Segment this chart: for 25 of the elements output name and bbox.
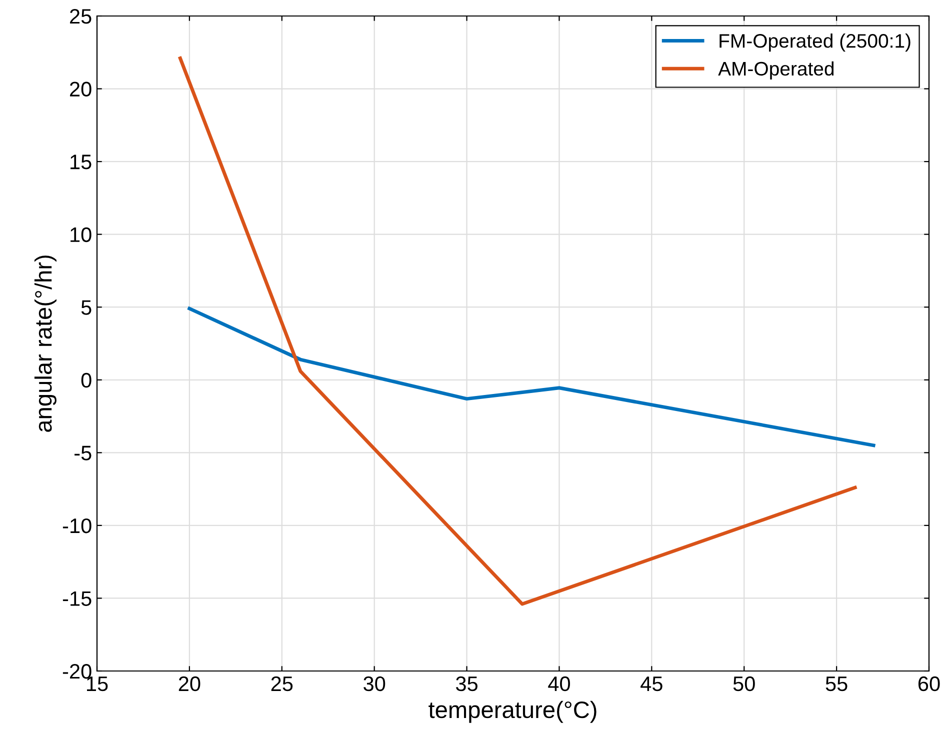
x-tick-label: 25 [271, 676, 293, 692]
x-tick-label: 50 [733, 676, 755, 692]
x-tick-label: 40 [548, 676, 570, 692]
y-tick-label: -10 [62, 518, 92, 534]
y-tick-label: 15 [70, 154, 92, 170]
y-tick-label: -5 [74, 446, 92, 460]
line-series [178, 56, 857, 606]
y-tick-label: 0 [81, 372, 92, 388]
x-tick-label: 55 [826, 676, 848, 692]
y-tick-label: 10 [70, 227, 92, 242]
x-tick-label: 45 [640, 676, 662, 692]
line-series [188, 306, 876, 448]
x-axis-title: temperature(°C) [428, 700, 596, 723]
x-tick-label: 20 [178, 676, 200, 692]
x-tick-label: 60 [918, 676, 940, 692]
x-tick-label: 30 [364, 676, 386, 692]
y-axis-title: angular rate(°/hr) [34, 256, 56, 432]
y-tick-label: 20 [70, 82, 92, 97]
y-tick-label: 25 [70, 9, 92, 24]
x-tick-label: 35 [456, 676, 478, 692]
y-tick-label: -15 [62, 591, 92, 606]
y-tick-label: 5 [81, 300, 92, 315]
legend-label: AM-Operated [718, 61, 834, 80]
y-tick-label: -20 [62, 664, 92, 679]
legend-label: FM-Operated (2500:1) [720, 34, 910, 52]
